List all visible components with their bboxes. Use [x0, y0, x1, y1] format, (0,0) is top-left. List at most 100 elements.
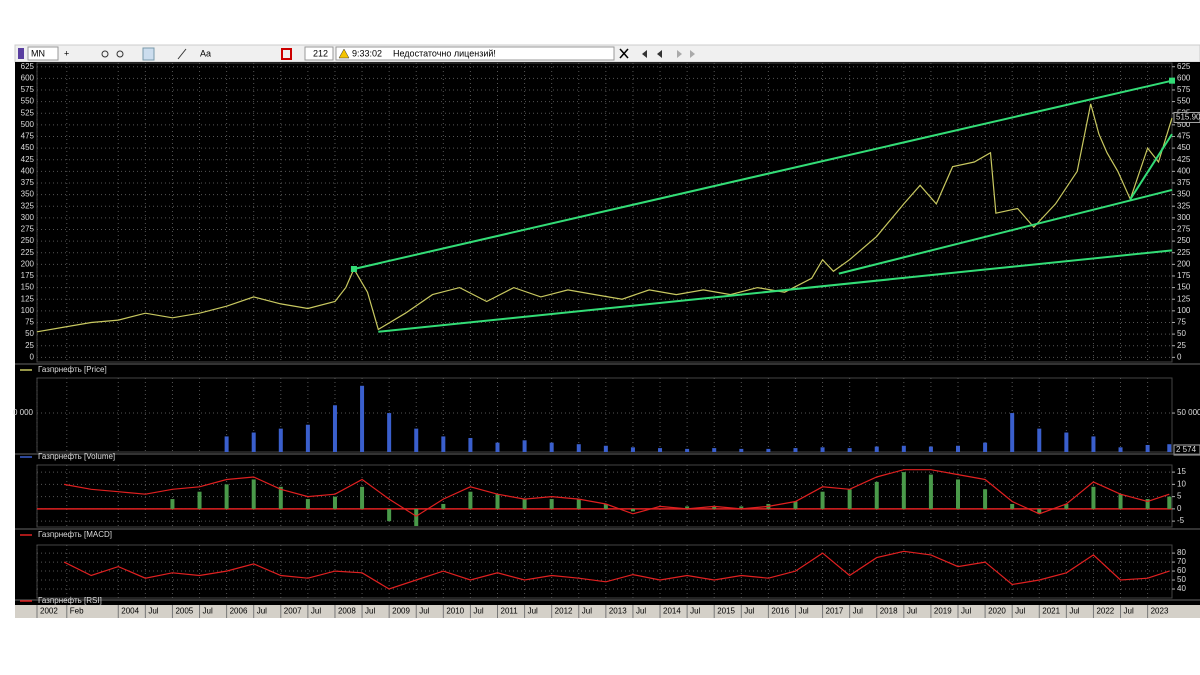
x-tick-label: Jul [365, 607, 375, 616]
y-tick-label-left: 100 [21, 306, 35, 315]
y-tick-label: 5 [1177, 492, 1182, 501]
x-tick-label: 2004 [121, 607, 139, 616]
bar [820, 491, 825, 509]
tool-icon[interactable] [101, 50, 109, 58]
x-tick-label: Jul [1124, 607, 1134, 616]
magnet-icon[interactable] [281, 48, 292, 60]
y-tick-label: 425 [1177, 155, 1191, 164]
chart-area [15, 62, 1200, 618]
x-tick-label: Jul [853, 607, 863, 616]
y-tick-label: 275 [1177, 225, 1191, 234]
y-tick-label-left: 200 [21, 259, 35, 268]
x-tick-label: 2023 [1151, 607, 1169, 616]
x-tick-label: 2005 [175, 607, 193, 616]
bar [576, 444, 581, 452]
close-icon[interactable] [619, 48, 629, 59]
x-tick-label: Jul [961, 607, 971, 616]
bar [224, 436, 229, 452]
bar [685, 506, 690, 509]
bar [576, 499, 581, 509]
x-tick-label: 2012 [555, 607, 573, 616]
x-tick-label: 2022 [1096, 607, 1114, 616]
y-tick-label: 150 [1177, 283, 1191, 292]
bar [278, 486, 283, 509]
y-tick-label: 175 [1177, 271, 1191, 280]
y-tick-label: 600 [1177, 73, 1191, 82]
y-tick-label-left: 575 [21, 85, 35, 94]
message-box[interactable] [335, 46, 615, 61]
bar [874, 446, 879, 452]
bar [278, 428, 283, 452]
bar [468, 491, 473, 509]
nav-prev[interactable] [657, 50, 662, 58]
y-tick-label-left: 275 [21, 225, 35, 234]
x-tick-label: 2021 [1042, 607, 1060, 616]
bar [1167, 496, 1172, 509]
x-tick-label: 2007 [284, 607, 302, 616]
y-tick-label: 100 [1177, 306, 1191, 315]
bar [1037, 428, 1042, 452]
bar [739, 506, 744, 509]
bar [332, 496, 337, 509]
bar [387, 413, 392, 452]
bar [630, 447, 635, 452]
x-tick-label: 2015 [717, 607, 735, 616]
bar [1037, 508, 1042, 514]
bar [360, 385, 365, 452]
bar [441, 503, 446, 509]
bar [441, 436, 446, 452]
y-tick-label: 475 [1177, 132, 1191, 141]
trendline [1129, 133, 1173, 200]
text-tool[interactable]: Aa [200, 48, 211, 58]
nav-next[interactable] [677, 50, 682, 58]
y-tick-label: 625 [1177, 62, 1191, 71]
bar [1145, 499, 1150, 509]
x-tick-label: Jul [528, 607, 538, 616]
bar [603, 445, 608, 452]
x-tick-label: 2014 [663, 607, 681, 616]
bar [956, 479, 961, 509]
bar [847, 448, 852, 452]
y-tick-label-left: 425 [21, 155, 35, 164]
x-tick-label: 2013 [609, 607, 627, 616]
count[interactable]: 212 [313, 48, 328, 58]
y-tick-label: 575 [1177, 85, 1191, 94]
bar [495, 494, 500, 509]
tool-icon[interactable] [142, 47, 155, 61]
timeframe[interactable]: MN [31, 48, 45, 58]
toolbar: MN + Aa 212 9:33:02 Недостаточно лицензи… [14, 44, 1200, 63]
bar [658, 448, 663, 452]
y-tick-label: 15 [1177, 467, 1186, 476]
bar [522, 440, 527, 452]
bar [1064, 432, 1069, 452]
y-tick-label: 40 [1177, 584, 1186, 593]
bar [1091, 436, 1096, 452]
bar [522, 499, 527, 509]
tool-icon[interactable] [116, 50, 124, 58]
x-tick-label: 2019 [934, 607, 952, 616]
tool-line[interactable] [177, 48, 187, 60]
x-tick-label: Jul [257, 607, 267, 616]
x-tick-label: 2008 [338, 607, 356, 616]
x-tick-label: Jul [636, 607, 646, 616]
trendline-handle [350, 265, 357, 272]
timeframe-box[interactable] [27, 46, 59, 61]
chart-icon[interactable] [18, 48, 24, 59]
x-tick-label: Jul [798, 607, 808, 616]
count-box[interactable] [304, 46, 334, 61]
x-tick-label: Jul [419, 607, 429, 616]
y-tick-label-left: 300 [21, 213, 35, 222]
bar [712, 448, 717, 452]
legend-label: Газпрнефть [Price] [38, 365, 107, 374]
bar [549, 442, 554, 452]
x-tick-label: Jul [473, 607, 483, 616]
tool-plus[interactable]: + [64, 48, 69, 58]
y-tick-label: 10 [1177, 479, 1186, 488]
x-tick-label: Jul [203, 607, 213, 616]
x-tick-label: 2011 [501, 607, 519, 616]
y-tick-label: 60 [1177, 566, 1186, 575]
y-tick-label-left: 50 [25, 329, 34, 338]
nav-first[interactable] [642, 50, 647, 58]
nav-last[interactable] [690, 50, 695, 58]
